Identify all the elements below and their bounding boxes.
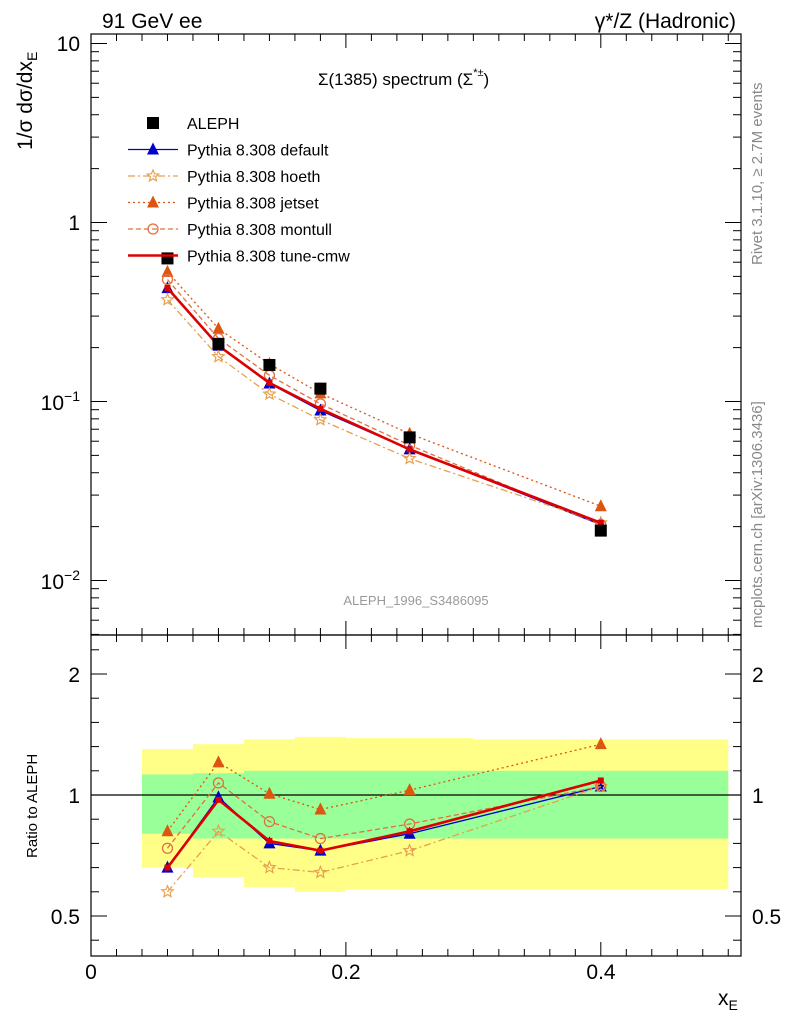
data-point-square [314, 382, 327, 395]
y-tick-label-1: 1 [68, 212, 80, 235]
data-point-marker [597, 777, 604, 784]
data-point-marker [597, 519, 604, 526]
series-line-main [167, 299, 602, 524]
data-point-triangle [161, 264, 174, 277]
data-point-square [147, 117, 159, 129]
ratio-tick-label-2-left: 2 [68, 664, 80, 687]
data-point-triangle [263, 786, 276, 799]
series-line-ratio [166, 743, 601, 832]
y-axis-title: 1/σ dσ/dxE [14, 52, 40, 150]
legend: ALEPH Pythia 8.308 default Pythia 8.308 ho… [128, 116, 350, 266]
data-point-triangle [147, 195, 159, 208]
data-point-star [262, 860, 277, 874]
analysis-watermark: ALEPH_1996_S3486095 [343, 593, 488, 608]
data-point-marker [215, 796, 222, 803]
data-point-square [594, 524, 607, 537]
data-point-star [262, 386, 277, 401]
series-line-ratio [166, 779, 602, 869]
data-point-marker [406, 446, 413, 453]
data-point-marker [266, 837, 273, 844]
data-point-triangle [147, 142, 159, 155]
legend-label-aleph: ALEPH [187, 116, 239, 133]
data-point-triangle [212, 321, 225, 334]
data-point-triangle [403, 783, 416, 796]
legend-label: Pythia 8.308 default [187, 143, 329, 160]
data-point-triangle [314, 802, 327, 815]
ratio-tick-label-1-right: 1 [752, 785, 764, 808]
plot-title: Σ(1385) spectrum (Σ*±) [318, 67, 489, 89]
ratio-axis-title: Ratio to ALEPH [24, 754, 41, 858]
data-point-square [403, 431, 416, 444]
header-right: γ*/Z (Hadronic) [595, 10, 736, 33]
data-point-star [402, 843, 417, 857]
data-point-star [313, 864, 328, 879]
tick-labels: 10 1 10−1 10−2 2 1 0.5 2 1 0.5 0 0.2 0.4 [41, 33, 782, 984]
data-point-circle [263, 815, 276, 828]
data-point-star [313, 412, 328, 426]
data-point-circle [161, 273, 174, 286]
data-point-circle [147, 223, 159, 235]
series-line-main [166, 287, 602, 525]
x-tick-label-0.4: 0.4 [586, 961, 616, 984]
data-point-marker [406, 828, 413, 835]
data-point-marker [164, 864, 171, 871]
data-point-marker [317, 847, 324, 854]
series-line-main [167, 287, 602, 526]
axis-ticks [90, 34, 741, 956]
data-point-triangle [161, 824, 174, 837]
data-point-marker [164, 285, 171, 292]
data-point-circle [212, 777, 225, 789]
y-tick-label-0.01: 10−2 [41, 567, 81, 594]
data-point-square [263, 358, 276, 371]
header-left: 91 GeV ee [102, 10, 202, 33]
mcplots-credit-text: mcplots.cern.ch [arXiv:1306.3436] [749, 401, 766, 628]
y-tick-label-0.1: 10−1 [41, 388, 81, 415]
uncertainty-bands [141, 736, 729, 892]
data-point-circle [314, 832, 327, 845]
data-point-circle [161, 842, 174, 854]
data-point-square [161, 252, 174, 265]
green-band-segment [141, 774, 193, 834]
rivet-version-text: Rivet 3.1.10, ≥ 2.7M events [749, 83, 766, 266]
y-tick-label-10: 10 [57, 33, 80, 56]
ratio-tick-label-1-left: 1 [68, 785, 80, 808]
data-point-star [211, 349, 226, 363]
x-tick-label-0: 0 [85, 961, 97, 984]
ratio-tick-label-0.5-left: 0.5 [51, 906, 80, 929]
green-band-segment [243, 770, 295, 839]
legend-label: Pythia 8.308 tune-cmw [187, 249, 350, 266]
green-band-segment [192, 773, 244, 839]
legend-label: Pythia 8.308 montull [187, 222, 332, 239]
data-point-triangle [212, 755, 225, 768]
legend-label: Pythia 8.308 hoeth [187, 169, 320, 186]
series-line-main [167, 271, 602, 507]
data-point-marker [266, 379, 273, 386]
data-point-star [160, 884, 175, 898]
series-line-main [167, 279, 602, 526]
data-point-marker [317, 405, 324, 412]
data-point-star [402, 451, 417, 465]
data-point-star [211, 823, 226, 838]
legend-label: Pythia 8.308 jetset [187, 196, 319, 213]
ratio-series [160, 737, 608, 898]
ratio-tick-label-2-right: 2 [752, 664, 764, 687]
ratio-tick-label-0.5-right: 0.5 [752, 906, 781, 929]
series-line-ratio [167, 785, 602, 893]
data-point-triangle [594, 499, 607, 512]
x-axis-title: xE [718, 987, 738, 1013]
data-point-triangle [594, 737, 607, 750]
x-tick-label-0.2: 0.2 [331, 961, 360, 984]
data-point-star [160, 292, 175, 306]
series-line-ratio [166, 781, 601, 849]
data-point-star [145, 168, 161, 183]
main-series [160, 252, 608, 537]
data-point-square [212, 337, 225, 350]
